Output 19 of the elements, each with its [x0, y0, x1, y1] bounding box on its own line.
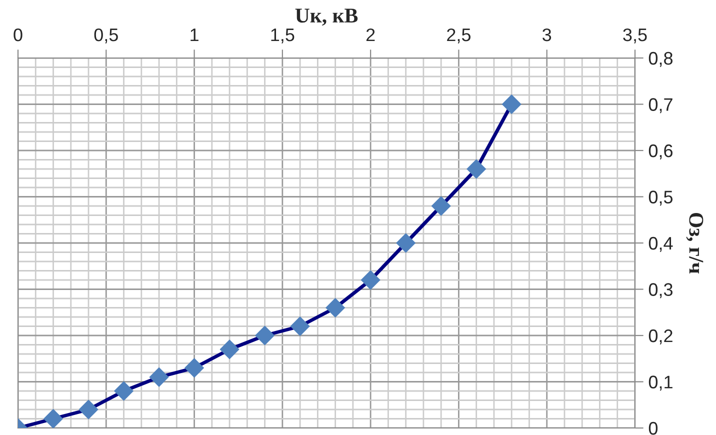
- y-tick-label: 0: [648, 422, 658, 435]
- y-tick-label: 0,4: [648, 236, 673, 252]
- y-axis-title: Оз, г/ч: [686, 213, 704, 274]
- x-tick-label: 2: [366, 28, 375, 42]
- y-tick-label: 0,2: [648, 329, 672, 344]
- x-tick-label: 1: [190, 28, 198, 42]
- x-tick-label: 0,5: [94, 28, 118, 44]
- y-tick-label: 0,6: [648, 144, 672, 160]
- x-tick-label: 3: [542, 28, 552, 42]
- y-tick-label: 0,5: [648, 190, 673, 206]
- y-tick-label: 0,8: [648, 52, 673, 67]
- x-tick-label: 1,5: [271, 28, 294, 44]
- x-tick-label: 0: [14, 28, 22, 42]
- x-tick-label: 2,5: [447, 28, 471, 44]
- x-axis-title: Uк, кВ: [295, 8, 358, 26]
- y-tick-label: 0,1: [648, 376, 672, 391]
- x-tick-label: 3,5: [623, 28, 647, 44]
- y-tick-label: 0,7: [648, 98, 672, 114]
- y-tick-label: 0,3: [648, 283, 672, 298]
